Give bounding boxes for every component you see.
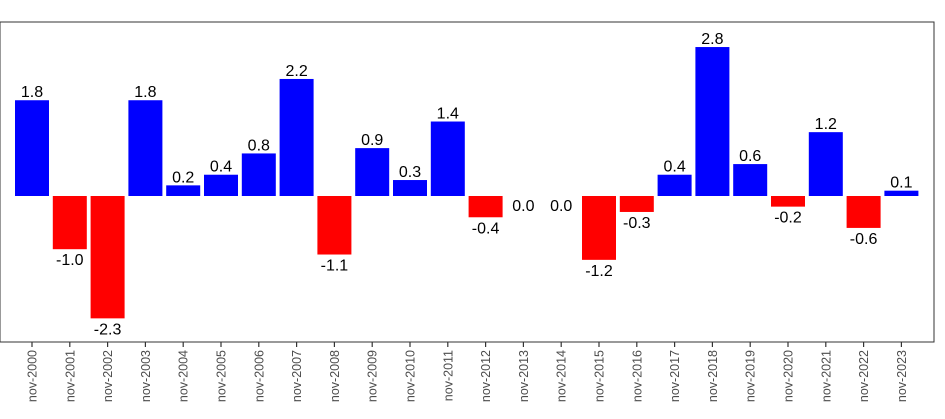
bar-nov-2017 [657,174,692,196]
data-label-nov-2021: 1.2 [815,116,837,133]
data-label-nov-2023: 0.1 [890,175,912,192]
data-label-nov-2001: -1.0 [56,252,84,269]
x-axis: nov-2000 nov-2001 nov-2002 nov-2003 nov-2004… [26,342,909,402]
x-tick-label-nov-2016: nov-2016 [630,350,644,402]
bar-nov-2005 [204,174,238,196]
bar-nov-2019 [733,164,768,196]
bar-nov-2022 [846,196,881,228]
data-label-nov-2002: -2.3 [94,321,122,338]
x-tick-label-nov-2017: nov-2017 [668,350,682,402]
x-tick-label-nov-2003: nov-2003 [139,350,153,402]
data-label-nov-2014: 0.0 [550,198,572,215]
bar-nov-2000 [15,100,49,196]
data-label-nov-2020: -0.2 [774,210,802,227]
data-label-nov-2010: 0.3 [399,164,421,181]
data-label-nov-2012: -0.4 [472,220,500,237]
data-labels: 1.8 -1.0 -2.3 1.8 0.2 0.4 0.8 2.2 -1.1 0.9 0.3 1.4 -… [21,31,913,338]
x-tick-label-nov-2009: nov-2009 [366,350,380,402]
x-tick-label-nov-2000: nov-2000 [26,350,40,402]
bar-nov-2006 [241,153,276,196]
data-label-nov-2022: -0.6 [850,231,878,248]
bars [15,47,919,319]
bar-nov-2004 [166,185,201,196]
data-label-nov-2005: 0.4 [210,159,232,176]
x-tick-label-nov-2014: nov-2014 [555,350,569,402]
x-tick-label-nov-2005: nov-2005 [215,350,229,402]
data-label-nov-2013: 0.0 [512,198,534,215]
x-tick-label-nov-2021: nov-2021 [819,350,833,402]
x-tick-label-nov-2002: nov-2002 [101,350,115,402]
data-label-nov-2015: -1.2 [585,263,613,280]
bar-nov-2009 [355,148,390,196]
x-tick-label-nov-2023: nov-2023 [895,350,909,402]
x-tick-label-nov-2012: nov-2012 [479,350,493,402]
x-tick-label-nov-2007: nov-2007 [290,350,304,402]
x-tick-label-nov-2001: nov-2001 [63,350,77,402]
bar-nov-2020 [771,196,805,207]
data-label-nov-2008: -1.1 [321,258,349,275]
data-label-nov-2007: 2.2 [285,63,307,80]
bar-nov-2002 [90,196,125,319]
bar-nov-2008 [317,196,352,255]
bar-nov-2018 [695,47,730,196]
bar-nov-2016 [619,196,654,212]
x-tick-label-nov-2008: nov-2008 [328,350,342,402]
x-tick-label-nov-2022: nov-2022 [857,350,871,402]
x-tick-label-nov-2004: nov-2004 [177,350,191,402]
x-tick-label-nov-2006: nov-2006 [252,350,266,402]
data-label-nov-2003: 1.8 [134,84,156,101]
data-label-nov-2019: 0.6 [739,148,761,165]
x-tick-label-nov-2011: nov-2011 [441,350,455,401]
data-label-nov-2004: 0.2 [172,169,194,186]
data-label-nov-2016: -0.3 [623,215,651,232]
x-tick-label-nov-2019: nov-2019 [744,350,758,402]
x-tick-label-nov-2015: nov-2015 [593,350,607,402]
x-tick-label-nov-2010: nov-2010 [404,350,418,402]
x-tick-label-nov-2020: nov-2020 [782,350,796,402]
bar-nov-2023 [884,190,919,196]
x-tick-label-nov-2018: nov-2018 [706,350,720,402]
bar-nov-2021 [808,132,843,196]
bar-nov-2001 [52,196,87,250]
bar-nov-2012 [468,196,503,218]
bar-nov-2003 [128,100,163,196]
data-label-nov-2017: 0.4 [663,159,685,176]
data-label-nov-2011: 1.4 [437,106,459,123]
x-tick-label-nov-2013: nov-2013 [517,350,531,402]
data-label-nov-2018: 2.8 [701,31,723,48]
bar-nov-2007 [279,78,314,196]
data-label-nov-2006: 0.8 [248,137,270,154]
data-label-nov-2009: 0.9 [361,132,383,149]
data-label-nov-2000: 1.8 [21,84,43,101]
bar-nov-2011 [430,121,465,196]
bar-nov-2010 [393,180,427,196]
bar-nov-2015 [582,196,616,260]
